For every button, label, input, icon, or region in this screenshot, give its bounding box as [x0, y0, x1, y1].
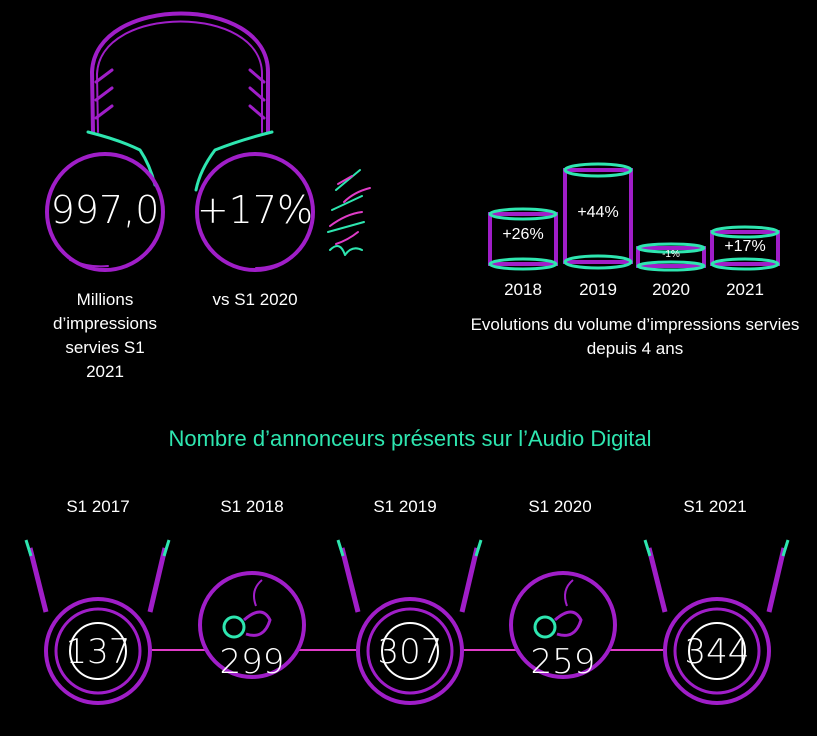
advertisers-value-s1-2019: 307	[377, 632, 443, 672]
bar-label-2020: -1%	[662, 249, 680, 260]
jack-cable-icon	[643, 539, 790, 705]
earbud-icon	[198, 571, 306, 679]
headphones-icon	[45, 11, 371, 272]
period-label-s1-2018: S1 2018	[220, 497, 284, 516]
bar-chart-art	[488, 162, 780, 272]
growth-label: vs S1 2020	[212, 290, 298, 309]
bar-2019	[563, 162, 633, 270]
bar-2021	[710, 225, 780, 271]
bar-year-2019: 2019	[579, 280, 617, 299]
period-label-s1-2021: S1 2021	[683, 497, 747, 516]
advertisers-value-s1-2018: 299	[219, 642, 285, 682]
advertisers-value-s1-2020: 259	[530, 642, 596, 682]
bar-2020	[636, 242, 706, 272]
bar-label-2018: +26%	[502, 226, 544, 243]
bar-label-2019: +44%	[577, 204, 619, 221]
advertisers-value-s1-2017: 137	[65, 632, 131, 672]
bar-label-2021: +17%	[724, 238, 766, 255]
advertisers-value-s1-2021: 344	[684, 632, 750, 672]
bar-year-2018: 2018	[504, 280, 542, 299]
jack-cable-icon	[24, 539, 171, 705]
impressions-value: 997,0	[50, 188, 160, 232]
advertisers-title: Nombre d’annonceurs présents sur l’Audio…	[168, 426, 652, 451]
bar-year-2021: 2021	[726, 280, 764, 299]
bar-chart-caption: Evolutions du volume d’impressions servi…	[470, 315, 800, 358]
period-label-s1-2020: S1 2020	[528, 497, 592, 516]
period-label-s1-2019: S1 2019	[373, 497, 437, 516]
impressions-label: Millions d’impressions servies S1 2021	[53, 290, 157, 381]
earbud-icon	[509, 571, 617, 679]
period-label-s1-2017: S1 2017	[66, 497, 130, 516]
bar-year-2020: 2020	[652, 280, 690, 299]
jack-cable-icon	[336, 539, 483, 705]
growth-value: +17%	[196, 188, 314, 232]
bar-2018	[488, 207, 558, 271]
